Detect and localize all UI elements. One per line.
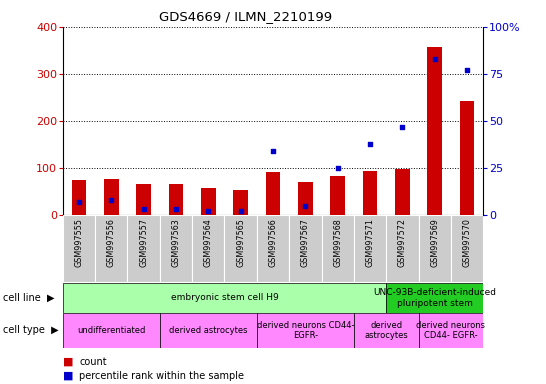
Text: percentile rank within the sample: percentile rank within the sample xyxy=(79,371,244,381)
Bar xyxy=(428,46,442,215)
Bar xyxy=(257,313,354,348)
Text: GSM997564: GSM997564 xyxy=(204,218,213,267)
Bar xyxy=(289,215,322,282)
Bar xyxy=(127,215,160,282)
Text: embryonic stem cell H9: embryonic stem cell H9 xyxy=(170,293,278,303)
Point xyxy=(366,141,375,147)
Text: derived
astrocytes: derived astrocytes xyxy=(364,321,408,340)
Point xyxy=(139,206,148,212)
Bar xyxy=(298,182,313,215)
Bar xyxy=(419,313,483,348)
Text: GSM997565: GSM997565 xyxy=(236,218,245,267)
Text: GSM997563: GSM997563 xyxy=(171,218,181,267)
Bar xyxy=(266,172,280,215)
Point xyxy=(301,203,310,209)
Text: count: count xyxy=(79,357,107,367)
Bar xyxy=(451,215,483,282)
Text: GSM997572: GSM997572 xyxy=(398,218,407,267)
Text: GSM997571: GSM997571 xyxy=(365,218,375,267)
Bar xyxy=(460,101,474,215)
Bar xyxy=(386,215,419,282)
Point xyxy=(269,148,277,154)
Bar xyxy=(419,215,451,282)
Text: GDS4669 / ILMN_2210199: GDS4669 / ILMN_2210199 xyxy=(159,10,333,23)
Bar xyxy=(95,215,127,282)
Text: GSM997568: GSM997568 xyxy=(333,218,342,267)
Bar xyxy=(201,188,216,215)
Bar xyxy=(224,215,257,282)
Bar xyxy=(63,215,95,282)
Text: cell type  ▶: cell type ▶ xyxy=(3,325,58,335)
Bar xyxy=(63,313,160,348)
Text: ■: ■ xyxy=(63,357,73,367)
Text: GSM997556: GSM997556 xyxy=(107,218,116,267)
Point xyxy=(462,67,471,73)
Text: GSM997566: GSM997566 xyxy=(269,218,277,267)
Text: ■: ■ xyxy=(63,371,73,381)
Bar xyxy=(136,184,151,215)
Text: GSM997570: GSM997570 xyxy=(462,218,472,267)
Bar xyxy=(233,190,248,215)
Bar xyxy=(160,215,192,282)
Bar xyxy=(395,169,410,215)
Bar xyxy=(63,283,386,313)
Bar xyxy=(169,184,183,215)
Bar xyxy=(330,177,345,215)
Bar xyxy=(354,313,419,348)
Text: GSM997555: GSM997555 xyxy=(74,218,84,267)
Text: UNC-93B-deficient-induced
pluripotent stem: UNC-93B-deficient-induced pluripotent st… xyxy=(373,288,496,308)
Bar xyxy=(363,171,377,215)
Bar xyxy=(72,180,86,215)
Bar xyxy=(104,179,118,215)
Text: cell line  ▶: cell line ▶ xyxy=(3,293,54,303)
Point xyxy=(430,56,439,62)
Point xyxy=(107,197,116,203)
Point xyxy=(236,208,245,214)
Point xyxy=(75,199,84,205)
Point xyxy=(171,206,180,212)
Text: derived neurons CD44-
EGFR-: derived neurons CD44- EGFR- xyxy=(257,321,354,340)
Bar xyxy=(160,313,257,348)
Text: undifferentiated: undifferentiated xyxy=(77,326,145,335)
Text: GSM997557: GSM997557 xyxy=(139,218,148,267)
Bar xyxy=(257,215,289,282)
Text: derived neurons
CD44- EGFR-: derived neurons CD44- EGFR- xyxy=(417,321,485,340)
Bar xyxy=(386,283,483,313)
Point xyxy=(398,124,407,130)
Point xyxy=(333,165,342,171)
Bar xyxy=(322,215,354,282)
Point xyxy=(204,208,213,214)
Text: GSM997567: GSM997567 xyxy=(301,218,310,267)
Text: GSM997569: GSM997569 xyxy=(430,218,439,267)
Bar xyxy=(192,215,224,282)
Bar xyxy=(354,215,386,282)
Text: derived astrocytes: derived astrocytes xyxy=(169,326,247,335)
